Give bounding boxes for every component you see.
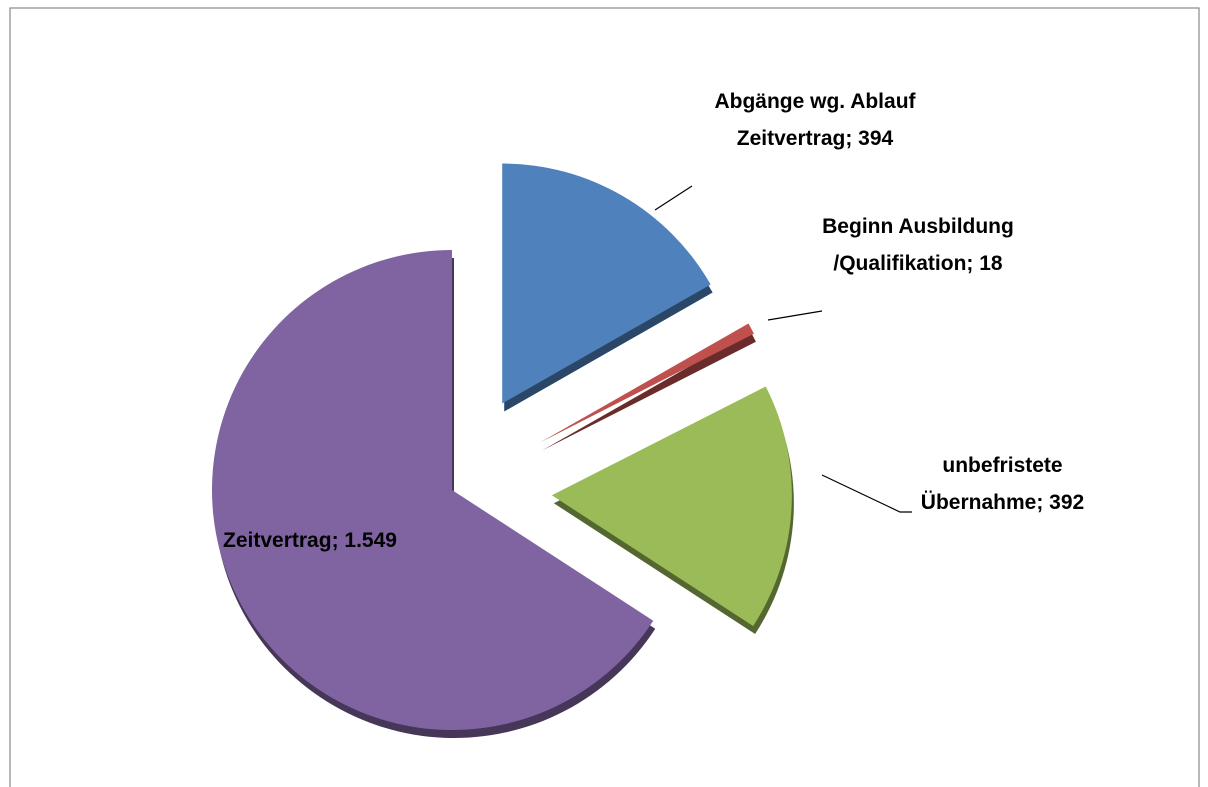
leader-line [821,474,912,513]
slice [502,163,711,404]
data-label: Abgänge wg. Ablauf Zeitvertrag; 394 [714,90,916,150]
slices [211,163,792,730]
slice [540,323,754,443]
data-label: Zeitvertrag; 1.549 [223,529,397,552]
data-label: Beginn Ausbildung /Qualifikation; 18 [822,215,1014,275]
leader-line [767,310,823,321]
leader-lines [654,185,912,513]
slice [551,386,792,627]
data-label: unbefristete Übernahme; 392 [920,454,1085,514]
chart-frame [9,7,1200,787]
slice-edge [542,331,756,451]
slice [211,250,654,730]
leader-line [654,185,693,211]
